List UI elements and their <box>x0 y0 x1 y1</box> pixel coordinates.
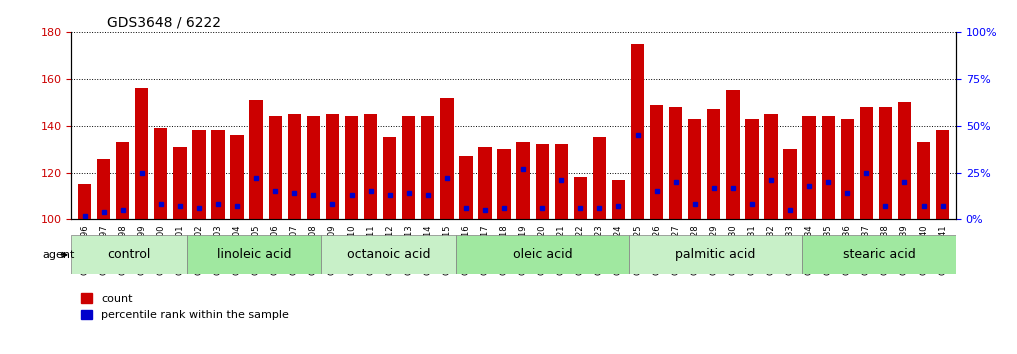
Text: control: control <box>107 249 151 261</box>
Bar <box>554 144 567 219</box>
Bar <box>478 147 491 219</box>
FancyBboxPatch shape <box>71 235 186 274</box>
Text: octanoic acid: octanoic acid <box>347 249 430 261</box>
Bar <box>726 91 739 219</box>
Bar <box>917 142 931 219</box>
Bar <box>783 149 796 219</box>
FancyBboxPatch shape <box>802 235 956 274</box>
Bar <box>135 88 148 219</box>
Bar <box>574 177 587 219</box>
FancyBboxPatch shape <box>321 235 456 274</box>
Bar <box>650 104 663 219</box>
Bar <box>669 107 682 219</box>
Bar <box>173 147 186 219</box>
FancyBboxPatch shape <box>186 235 321 274</box>
Legend: count, percentile rank within the sample: count, percentile rank within the sample <box>76 289 294 325</box>
Text: linoleic acid: linoleic acid <box>217 249 291 261</box>
Text: GDS3648 / 6222: GDS3648 / 6222 <box>107 15 221 29</box>
Text: agent: agent <box>43 250 74 260</box>
Bar <box>631 44 644 219</box>
Bar <box>745 119 759 219</box>
Bar <box>268 116 282 219</box>
Bar <box>841 119 854 219</box>
Bar <box>78 184 92 219</box>
Bar <box>231 135 244 219</box>
Bar <box>249 100 262 219</box>
Bar <box>497 149 511 219</box>
Bar <box>421 116 434 219</box>
FancyBboxPatch shape <box>629 235 802 274</box>
Bar <box>517 142 530 219</box>
Bar <box>689 119 702 219</box>
Bar <box>116 142 129 219</box>
Bar <box>612 179 625 219</box>
Bar <box>879 107 892 219</box>
Bar <box>212 130 225 219</box>
Bar <box>536 144 549 219</box>
Bar <box>192 130 205 219</box>
Bar <box>402 116 415 219</box>
Bar <box>859 107 873 219</box>
Bar <box>802 116 816 219</box>
Bar <box>460 156 473 219</box>
Bar <box>765 114 778 219</box>
Bar <box>97 159 110 219</box>
Bar <box>822 116 835 219</box>
Bar <box>707 109 720 219</box>
Bar <box>383 137 397 219</box>
Bar <box>325 114 339 219</box>
FancyBboxPatch shape <box>456 235 629 274</box>
Bar <box>288 114 301 219</box>
Text: oleic acid: oleic acid <box>513 249 573 261</box>
Bar <box>364 114 377 219</box>
Text: palmitic acid: palmitic acid <box>675 249 756 261</box>
Bar <box>593 137 606 219</box>
Bar <box>898 102 911 219</box>
Bar <box>345 116 358 219</box>
Bar <box>307 116 320 219</box>
Bar <box>936 130 949 219</box>
Bar <box>440 98 454 219</box>
Bar <box>155 128 168 219</box>
Text: stearic acid: stearic acid <box>843 249 915 261</box>
